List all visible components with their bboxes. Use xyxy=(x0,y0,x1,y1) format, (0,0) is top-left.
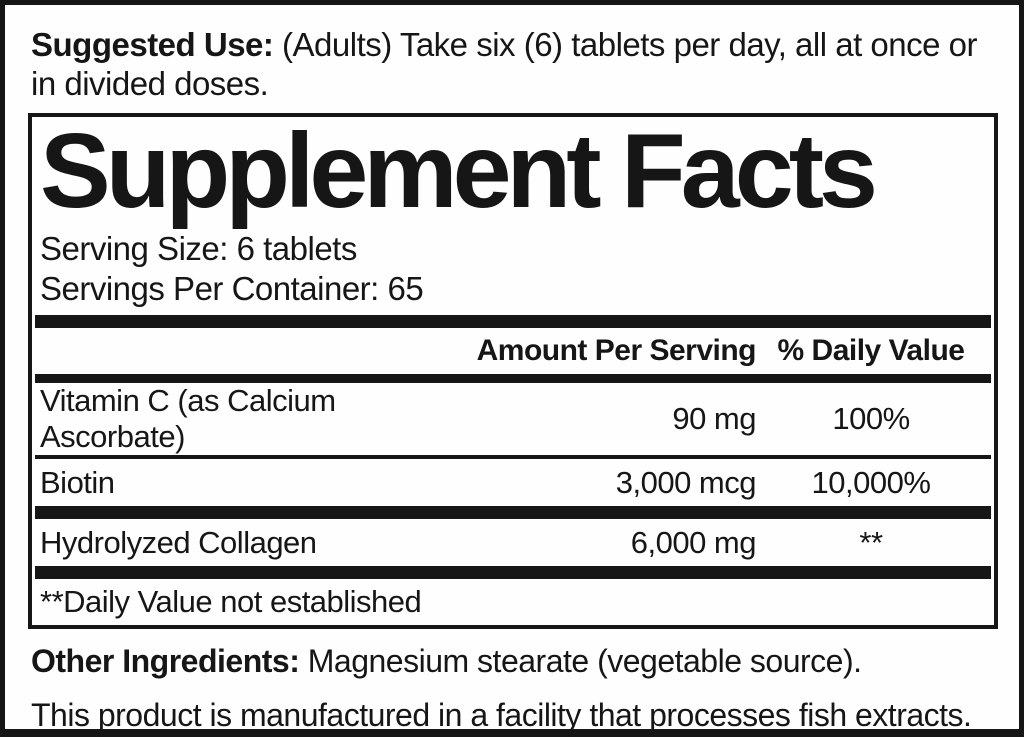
nutrient-name: Biotin xyxy=(40,464,115,500)
suggested-use-lead: Suggested Use: xyxy=(31,26,274,63)
table-row-hydrolyzed-collagen: Hydrolyzed Collagen 6,000 mg ** xyxy=(40,519,986,566)
servings-per-container: Servings Per Container: 65 xyxy=(40,270,424,307)
nutrient-name: Vitamin C (as Calcium Ascorbate) xyxy=(40,383,336,454)
other-ingredients-text: Magnesium stearate (vegetable source). xyxy=(299,643,862,679)
table-row-vitamin-c: Vitamin C (as Calcium Ascorbate) 90 mg 1… xyxy=(40,383,986,455)
divider-medium xyxy=(35,374,991,383)
nutrient-daily-value: 10,000% xyxy=(811,464,931,500)
nutrient-name: Hydrolyzed Collagen xyxy=(40,524,317,560)
daily-value-footnote: **Daily Value not established xyxy=(40,584,422,619)
nutrient-daily-value: ** xyxy=(859,524,883,560)
nutrient-daily-value: 100% xyxy=(832,401,910,436)
other-ingredients: Other Ingredients: Magnesium stearate (v… xyxy=(31,642,1001,680)
divider-thick xyxy=(35,506,991,519)
divider-thin xyxy=(35,455,991,459)
nutrient-amount: 3,000 mcg xyxy=(615,464,757,500)
header-amount-per-serving: Amount Per Serving xyxy=(476,334,757,367)
nutrient-amount: 90 mg xyxy=(672,401,756,436)
other-ingredients-lead: Other Ingredients: xyxy=(31,643,300,679)
panel-title: Supplement Facts xyxy=(40,112,878,230)
facility-allergen-note: This product is manufactured in a facili… xyxy=(31,697,972,733)
nutrient-amount: 6,000 mg xyxy=(630,524,757,560)
supplement-facts-panel: Supplement Facts Serving Size: 6 tablets… xyxy=(28,113,998,629)
header-percent-daily-value: % Daily Value xyxy=(777,334,965,367)
serving-size: Serving Size: 6 tablets xyxy=(40,230,357,267)
table-row-biotin: Biotin 3,000 mcg 10,000% xyxy=(40,459,986,506)
divider-thick xyxy=(35,566,991,579)
table-header-row: Amount Per Serving % Daily Value xyxy=(40,328,986,374)
suggested-use-text: (Adults) Take six (6) tablets per day, a… xyxy=(31,26,978,102)
suggested-use: Suggested Use: (Adults) Take six (6) tab… xyxy=(31,25,1001,103)
divider-thick xyxy=(35,315,991,328)
